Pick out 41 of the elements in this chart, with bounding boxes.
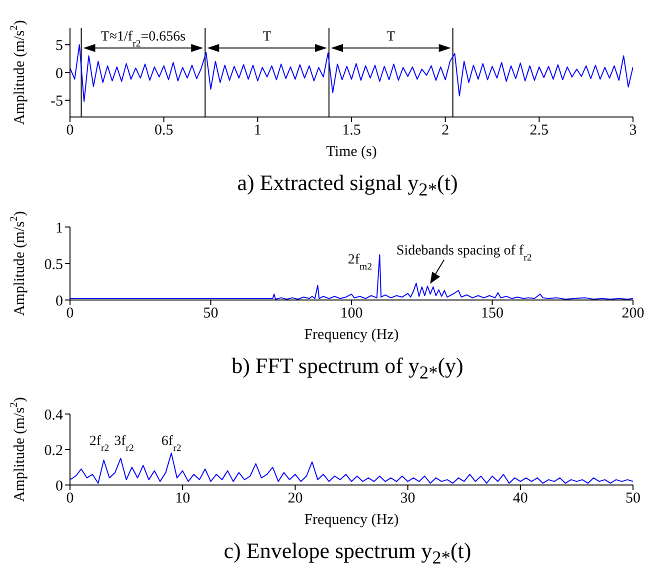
x-tick-label: 3: [629, 122, 637, 139]
y-tick-label: 0: [56, 293, 63, 310]
x-axis-title: Time (s): [326, 144, 377, 160]
x-axis-title: Frequency (Hz): [304, 512, 399, 528]
annotation: T: [386, 29, 396, 44]
x-tick-label: 50: [626, 490, 640, 507]
y-tick-label: 0: [56, 478, 63, 494]
annotation: 2f$_{r2}$: [89, 434, 110, 454]
x-tick-label: 10: [175, 490, 190, 507]
annotation: 3f$_{r2}$: [114, 434, 134, 454]
y-tick-label: 0.2: [44, 442, 63, 459]
text: c) Envelope spectrum y$_{2*}$(t): [222, 538, 472, 568]
x-tick-label: 0.5: [154, 122, 174, 139]
text: b) FFT spectrum of y$_{2*}$(y): [230, 353, 464, 384]
x-tick-label: 30: [400, 490, 416, 507]
y-tick-label: 5: [56, 38, 63, 54]
x-tick-label: 1: [254, 122, 262, 139]
x-tick-label: 40: [512, 490, 528, 507]
annotation: T: [262, 29, 272, 44]
annotation: T≈1/f$_{r2}$=0.656s: [100, 29, 186, 49]
x-tick-label: 100: [340, 306, 363, 322]
annotation: 6f$_{r2}$: [161, 434, 182, 454]
y-tick-label: 0: [56, 66, 63, 82]
x-axis-title: Frequency (Hz): [304, 327, 399, 343]
y-tick-label: -5: [50, 94, 63, 110]
x-tick-label: 0: [66, 490, 74, 507]
y-tick-label: 1: [56, 220, 63, 236]
x-tick-label: 50: [203, 306, 218, 322]
x-tick-label: 2.5: [530, 122, 549, 139]
x-tick-label: 2: [442, 122, 450, 139]
text: a) Extracted signal y$_{2*}$(t): [236, 170, 459, 200]
x-tick-label: 150: [481, 306, 504, 322]
x-tick-label: 20: [288, 490, 303, 507]
annotation: Sidebands spacing of f$_{r2}$: [396, 244, 532, 264]
x-tick-label: 200: [622, 306, 644, 322]
y-tick-label: 0.5: [44, 256, 63, 273]
annotation: 2f$_{m2}$: [348, 252, 372, 272]
x-tick-label: 0: [66, 122, 74, 139]
y-tick-label: 0.4: [44, 407, 64, 424]
x-tick-label: 0: [66, 306, 74, 322]
x-tick-label: 1.5: [342, 122, 361, 139]
